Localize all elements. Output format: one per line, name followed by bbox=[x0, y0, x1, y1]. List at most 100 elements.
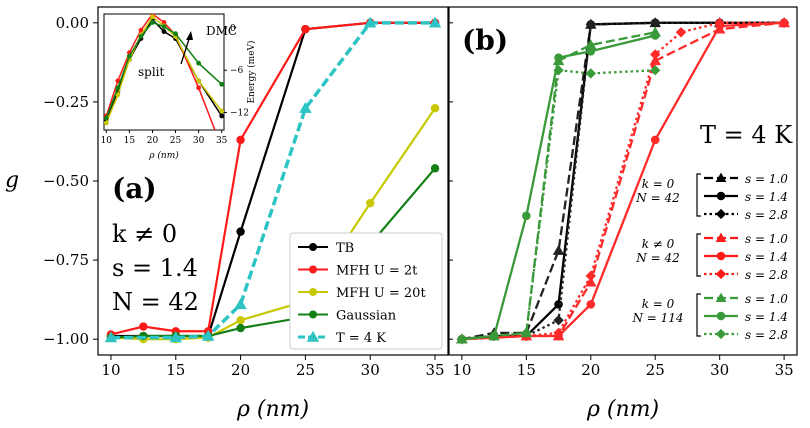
data-point-a-1 bbox=[301, 24, 310, 34]
inset-y-tick-label: 0 bbox=[230, 24, 236, 34]
legend-marker-b bbox=[716, 311, 726, 321]
inset-data-point-0 bbox=[219, 113, 224, 119]
panel-label-b: (b) bbox=[462, 24, 508, 57]
x-axis-label-b: ρ (nm) bbox=[586, 397, 659, 422]
inset-data-point-2 bbox=[115, 92, 121, 98]
y-tick-label-a: −0.75 bbox=[43, 251, 89, 269]
inset-x-tick-label: 35 bbox=[216, 136, 228, 146]
legend-group-label1: k ≠ 0 bbox=[642, 237, 675, 251]
inset-x-tick-label: 10 bbox=[101, 136, 113, 146]
legend-entry-label: s = 1.4 bbox=[745, 250, 788, 264]
inset-x-tick-label: 25 bbox=[170, 136, 182, 146]
data-point-b-3 bbox=[585, 276, 597, 287]
data-point-a-3 bbox=[236, 323, 245, 333]
inset-annotation-split: split bbox=[138, 65, 165, 79]
data-point-b-2 bbox=[650, 17, 661, 28]
data-point-a-1 bbox=[236, 135, 245, 145]
panel-label-a: (a) bbox=[112, 172, 157, 205]
legend-group-bracket bbox=[696, 293, 701, 337]
inset-series-line-1 bbox=[105, 14, 216, 130]
series-line-b-7 bbox=[461, 34, 656, 341]
inset-data-point-3 bbox=[104, 115, 109, 121]
legend-entry-label: s = 1.4 bbox=[745, 310, 788, 324]
legend-group-label2: N = 114 bbox=[631, 311, 683, 325]
data-point-a-4 bbox=[234, 298, 247, 310]
legend-marker-b bbox=[715, 172, 727, 183]
data-point-b-5 bbox=[585, 270, 596, 282]
legend-label-a: TB bbox=[336, 241, 354, 256]
inset-y-tick-label: −12 bbox=[230, 108, 249, 118]
data-point-b-8 bbox=[553, 65, 564, 76]
series-line-b-2 bbox=[461, 21, 785, 341]
legend-entry-label: s = 2.8 bbox=[745, 208, 788, 222]
inset-data-point-3 bbox=[150, 20, 155, 25]
legend-entry-label: s = 2.8 bbox=[745, 268, 788, 282]
inset-series-group bbox=[104, 14, 224, 130]
data-point-a-3 bbox=[430, 164, 440, 173]
data-point-b-8 bbox=[650, 65, 661, 76]
data-point-b-1 bbox=[554, 300, 563, 309]
data-point-b-5 bbox=[714, 17, 725, 28]
series-line-b-5 bbox=[461, 21, 785, 341]
legend-marker-b bbox=[715, 232, 727, 243]
inset-data-point-3 bbox=[115, 85, 121, 91]
inset-data-point-1 bbox=[138, 27, 144, 33]
x-tick-label-a: 15 bbox=[166, 361, 185, 379]
data-point-a-4 bbox=[363, 16, 377, 28]
legend-label-a: MFH U = 20t bbox=[336, 286, 426, 301]
legend-group-bracket bbox=[696, 173, 701, 217]
inset-data-point-1 bbox=[196, 85, 202, 91]
legend-marker-a bbox=[309, 288, 317, 296]
inset-annotation-dmc: DMC bbox=[206, 24, 237, 38]
data-point-a-0 bbox=[236, 227, 245, 236]
data-point-b-7 bbox=[522, 211, 531, 221]
legend-label-a: T = 4 K bbox=[336, 331, 386, 346]
legend-marker-b bbox=[715, 292, 727, 303]
legend-group-label2: N = 42 bbox=[635, 191, 679, 205]
inset-data-point-3 bbox=[173, 31, 178, 37]
series-line-b-4 bbox=[461, 21, 785, 341]
legend-marker-a bbox=[309, 265, 317, 274]
data-point-a-1 bbox=[139, 322, 148, 331]
panel-a: 10 15 20 25 30 35 −1.00 −0.75 −0.50 −0.25 0.00 ρ (n… bbox=[5, 6, 449, 422]
inset-x-tick-label: 30 bbox=[193, 136, 205, 146]
series-line-b-3 bbox=[461, 21, 785, 341]
data-point-a-2 bbox=[430, 104, 440, 113]
x-axis-label-a: ρ (nm) bbox=[236, 397, 309, 422]
x-tick-label-b: 15 bbox=[517, 361, 536, 379]
inset-y-label: Energy (meV) bbox=[246, 40, 257, 103]
legend-box-a bbox=[289, 232, 443, 350]
y-axis-label-a: g bbox=[5, 168, 19, 193]
legend-group-label1: k = 0 bbox=[642, 177, 675, 191]
data-point-b-8 bbox=[585, 68, 596, 79]
data-point-b-8 bbox=[456, 334, 468, 345]
annotation-s: s = 1.4 bbox=[112, 254, 198, 282]
inset-x-tick-label: 15 bbox=[124, 136, 136, 146]
legend-entry-label: s = 1.4 bbox=[745, 190, 788, 204]
x-tick-label-a: 30 bbox=[361, 361, 380, 379]
data-point-b-5 bbox=[553, 327, 564, 339]
x-tick-label-b: 35 bbox=[775, 361, 794, 379]
data-point-a-4 bbox=[169, 331, 183, 343]
data-point-b-8 bbox=[521, 327, 532, 339]
series-line-b-1 bbox=[461, 21, 785, 341]
data-point-a-2 bbox=[366, 198, 375, 208]
x-tick-label-a: 35 bbox=[425, 361, 444, 379]
data-point-b-7 bbox=[554, 53, 563, 62]
x-tick-label-b: 10 bbox=[452, 361, 471, 379]
data-point-b-8 bbox=[488, 330, 500, 342]
data-point-b-3 bbox=[649, 55, 661, 66]
data-point-b-5 bbox=[778, 17, 790, 28]
annotation-k: k ≠ 0 bbox=[112, 220, 177, 248]
inset-data-point-2 bbox=[219, 108, 224, 114]
x-tick-label-b: 25 bbox=[646, 361, 665, 379]
y-tick-label-a: −0.25 bbox=[43, 93, 89, 111]
data-point-b-4 bbox=[586, 300, 596, 309]
data-point-b-7 bbox=[586, 46, 596, 56]
y-tick-label-a: −0.50 bbox=[43, 172, 89, 190]
x-tick-label-a: 20 bbox=[231, 361, 250, 379]
data-point-a-4 bbox=[428, 16, 442, 28]
data-point-b-4 bbox=[650, 135, 660, 145]
legend-entry-label: s = 1.0 bbox=[745, 292, 788, 306]
